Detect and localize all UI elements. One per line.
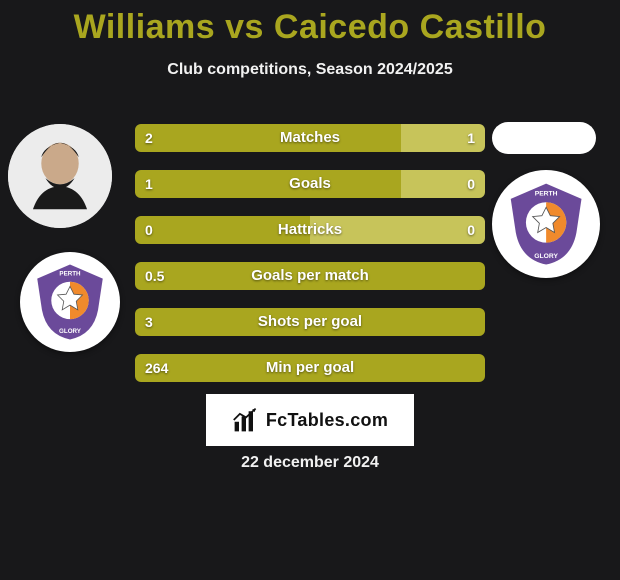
- stat-label: Hattricks: [135, 216, 485, 244]
- comparison-card: Williams vs Caicedo Castillo Club compet…: [0, 0, 620, 580]
- svg-text:PERTH: PERTH: [535, 190, 558, 197]
- page-title: Williams vs Caicedo Castillo: [0, 0, 620, 47]
- stat-row: 10Goals: [135, 170, 485, 198]
- stat-row: 3Shots per goal: [135, 308, 485, 336]
- stat-label: Matches: [135, 124, 485, 152]
- date-text: 22 december 2024: [0, 454, 620, 472]
- stat-label: Min per goal: [135, 354, 485, 382]
- stat-row: 21Matches: [135, 124, 485, 152]
- stat-row: 00Hattricks: [135, 216, 485, 244]
- stat-label: Goals: [135, 170, 485, 198]
- club-left-badge: PERTH GLORY: [20, 252, 120, 352]
- stat-row: 0.5Goals per match: [135, 262, 485, 290]
- svg-text:GLORY: GLORY: [59, 328, 82, 335]
- stat-label: Shots per goal: [135, 308, 485, 336]
- chart-icon: [232, 406, 260, 434]
- stat-row: 264Min per goal: [135, 354, 485, 382]
- branding-box: FcTables.com: [206, 394, 414, 446]
- svg-text:PERTH: PERTH: [59, 270, 81, 277]
- stats-list: 21Matches 10Goals 00Hattricks 0.5Goals per …: [135, 124, 485, 400]
- branding-text: FcTables.com: [266, 410, 388, 431]
- player-right-avatar: [492, 122, 596, 154]
- club-right-badge: PERTH GLORY: [492, 170, 600, 278]
- stat-label: Goals per match: [135, 262, 485, 290]
- player-left-avatar: [8, 124, 112, 228]
- svg-text:GLORY: GLORY: [534, 253, 558, 260]
- subtitle: Club competitions, Season 2024/2025: [0, 61, 620, 79]
